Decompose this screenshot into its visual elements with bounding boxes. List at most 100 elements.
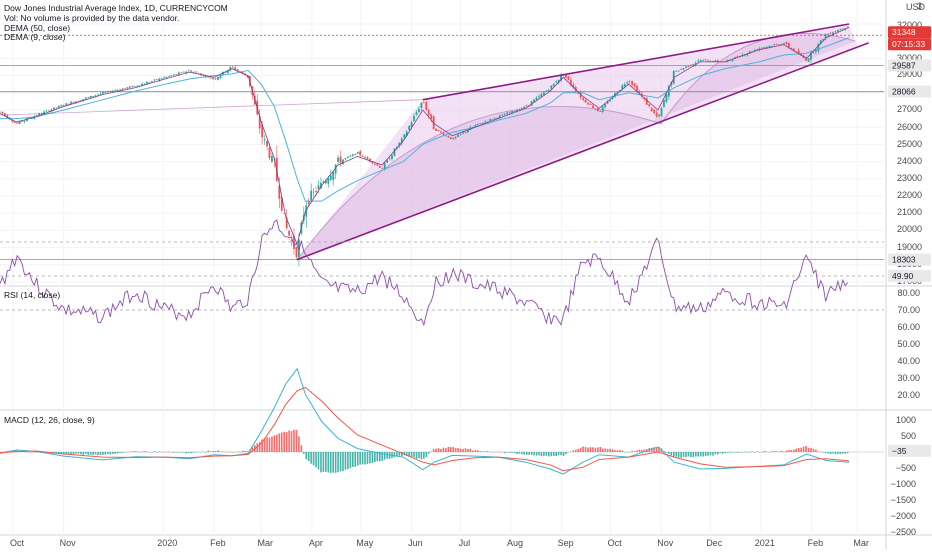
macd-tick-label: 500 <box>901 431 916 441</box>
candle-up <box>337 157 339 162</box>
candle-down <box>16 122 19 124</box>
price-tick-label: 23000 <box>897 173 922 183</box>
candle-up <box>62 105 65 107</box>
macd-histogram-bar <box>734 452 736 453</box>
candle-up <box>104 91 107 93</box>
macd-histogram-bar <box>692 452 695 458</box>
macd-histogram-bar <box>82 452 85 455</box>
macd-histogram-bar <box>153 451 156 452</box>
candle-up <box>102 92 104 94</box>
candle-up <box>626 82 629 84</box>
macd-histogram-bar <box>303 452 305 454</box>
candle-down <box>1 111 4 114</box>
macd-histogram-bar <box>778 451 780 453</box>
candle-down <box>653 109 656 114</box>
candle-down <box>354 153 357 155</box>
macd-histogram-bar <box>369 452 371 464</box>
time-axis-label: Aug <box>507 538 523 548</box>
candle-up <box>623 84 626 87</box>
price-tick-label: 29000 <box>897 69 922 79</box>
candle-up <box>601 106 604 113</box>
candle-up <box>187 70 190 72</box>
macd-histogram-bar <box>312 452 315 466</box>
macd-histogram-bar <box>702 452 704 457</box>
candle-up <box>697 60 700 62</box>
macd-histogram-bar <box>432 449 435 452</box>
symbol-title[interactable]: Dow Jones Industrial Average Index, 1D, … <box>4 3 228 13</box>
macd-histogram-bar <box>680 452 682 458</box>
candle-up <box>481 123 484 125</box>
macd-histogram-bar <box>342 452 344 472</box>
candle-up <box>146 82 148 85</box>
macd-histogram-bar <box>241 450 244 452</box>
macd-histogram-bar <box>60 452 63 454</box>
macd-histogram-bar <box>834 452 837 455</box>
macd-histogram-bar <box>800 447 802 452</box>
candle-down <box>447 136 450 138</box>
candle-down <box>437 130 440 131</box>
candle-up <box>128 86 131 88</box>
macd-histogram-bar <box>650 447 653 452</box>
candle-up <box>38 113 41 116</box>
macd-histogram-bar <box>258 441 261 452</box>
macd-histogram-bar <box>80 452 82 455</box>
dema9-legend[interactable]: DEMA (9, close) <box>4 32 66 42</box>
candle-up <box>226 70 229 73</box>
candle-up <box>618 90 621 92</box>
candle-up <box>543 92 545 95</box>
macd-histogram-bar <box>511 452 513 453</box>
time-axis-label: Oct <box>10 538 25 548</box>
macd-histogram-bar <box>636 450 638 452</box>
macd-histogram-bar <box>322 452 325 472</box>
macd-histogram-bar <box>832 452 834 454</box>
dema50-legend[interactable]: DEMA (50, close) <box>4 23 71 33</box>
candle-up <box>494 117 496 119</box>
macd-histogram-bar <box>695 452 697 457</box>
candle-up <box>224 71 227 73</box>
macd-histogram-bar <box>611 449 614 452</box>
macd-histogram-bar <box>173 452 175 453</box>
candle-up <box>89 95 92 98</box>
candle-down <box>572 84 575 88</box>
macd-histogram-bar <box>273 435 276 452</box>
candle-up <box>214 78 217 80</box>
macd-histogram-bar <box>464 448 467 452</box>
candle-down <box>841 28 844 30</box>
candle-down <box>792 48 795 52</box>
level-tag-28066: 28066 <box>892 87 916 97</box>
candle-up <box>501 114 504 116</box>
rsi-legend[interactable]: RSI (14, close) <box>4 290 61 300</box>
candle-down <box>175 74 178 76</box>
macd-histogram-bar <box>285 432 288 452</box>
macd-histogram-bar <box>508 452 511 453</box>
macd-histogram-bar <box>668 452 670 454</box>
macd-histogram-bar <box>746 452 749 453</box>
macd-histogram-bar <box>827 452 829 454</box>
macd-histogram-bar <box>423 452 425 459</box>
macd-histogram-bar <box>594 447 597 452</box>
candle-up <box>474 125 477 127</box>
time-axis-label: Apr <box>309 538 323 548</box>
macd-histogram-bar <box>268 437 271 452</box>
candle-up <box>151 81 153 82</box>
macd-histogram-bar <box>124 452 126 453</box>
time-axis-label: Feb <box>808 538 824 548</box>
candle-down <box>567 76 570 80</box>
macd-legend[interactable]: MACD (12, 26, close, 9) <box>4 415 95 425</box>
macd-histogram-bar <box>320 452 322 473</box>
candle-down <box>109 91 112 92</box>
candle-down <box>425 102 428 111</box>
macd-histogram-bar <box>158 451 161 452</box>
candle-down <box>427 110 430 116</box>
candle-up <box>467 130 469 133</box>
macd-histogram-bar <box>797 447 800 452</box>
macd-histogram-bar <box>288 430 290 452</box>
candle-up <box>489 119 491 121</box>
candle-up <box>173 74 175 76</box>
candle-up <box>388 158 391 160</box>
candle-down <box>48 110 50 112</box>
macd-histogram-bar <box>175 452 178 453</box>
rsi-tick-label: 70.00 <box>897 305 920 315</box>
